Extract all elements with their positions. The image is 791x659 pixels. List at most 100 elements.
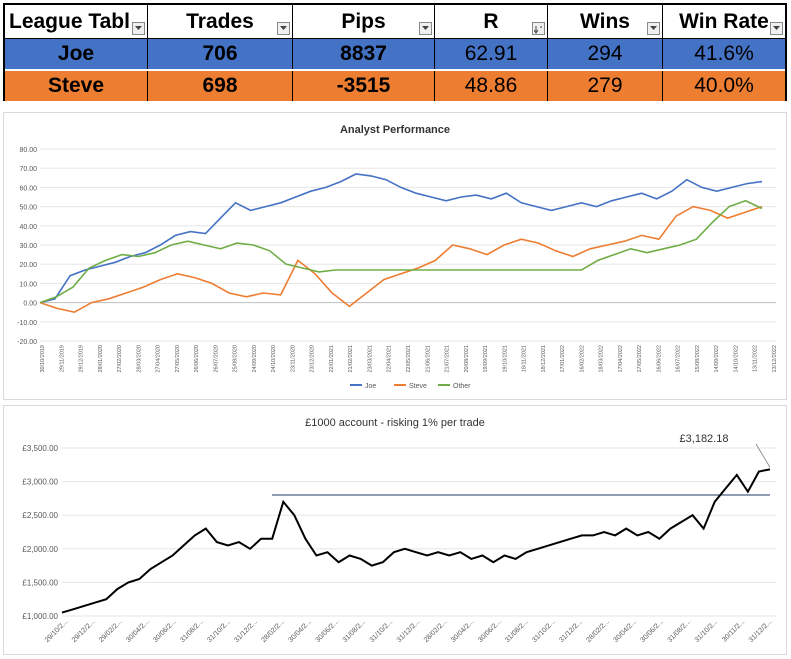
dropdown-arrow-icon[interactable] (277, 22, 290, 35)
x-tick-label: 27/05/2020 (175, 345, 181, 373)
dropdown-arrow-icon[interactable] (770, 22, 783, 35)
x-tick-label: 22/04/2021 (387, 345, 393, 373)
x-tick-label: 13/12/2022 (772, 345, 778, 373)
x-tick-label: 18/12/2021 (541, 345, 547, 373)
header-label: Trades (186, 9, 254, 33)
header-trades[interactable]: Trades (148, 5, 293, 38)
sort-desc-icon[interactable] (532, 22, 545, 35)
header-label: Pips (341, 9, 386, 33)
y-tick-label: £3,500.00 (22, 444, 58, 453)
cell-pips[interactable]: -3515 (293, 71, 435, 101)
cell-r[interactable]: 48.86 (435, 71, 548, 101)
x-tick-label: 28/02/2... (260, 618, 286, 644)
dropdown-arrow-icon[interactable] (647, 22, 660, 35)
x-tick-label: 28/01/2020 (98, 345, 104, 373)
dropdown-arrow-icon[interactable] (132, 22, 145, 35)
x-tick-label: 31/10/2... (694, 618, 720, 644)
league-header-row: League Tabl Trades Pips R Wins Win Rate (5, 5, 785, 39)
y-tick-label: 0.00 (23, 301, 37, 308)
x-tick-label: 29/12/2... (71, 618, 97, 644)
x-tick-label: 30/04/2... (450, 618, 476, 644)
x-tick-label: 16/02/2022 (579, 345, 585, 373)
y-tick-label: -20.00 (17, 339, 37, 346)
x-tick-label: 25/08/2020 (233, 345, 239, 373)
y-tick-label: 10.00 (19, 281, 37, 288)
x-tick-label: 31/12/2... (558, 618, 584, 644)
header-league-table[interactable]: League Tabl (5, 5, 148, 38)
cell-name[interactable]: Joe (5, 39, 148, 69)
x-tick-label: 26/06/2020 (194, 345, 200, 373)
x-tick-label: 30/06/2... (640, 618, 666, 644)
y-tick-label: -10.00 (17, 320, 37, 327)
x-tick-label: 30/06/2... (477, 618, 503, 644)
header-wins[interactable]: Wins (548, 5, 663, 38)
header-win-rate[interactable]: Win Rate (663, 5, 785, 38)
y-tick-label: £1,500.00 (22, 578, 58, 587)
x-tick-label: 23/11/2020 (290, 345, 296, 372)
x-tick-label: 18/03/2022 (599, 345, 605, 373)
y-tick-label: 30.00 (19, 243, 37, 250)
x-tick-label: 13/11/2022 (753, 345, 759, 372)
x-tick-label: 28/03/2020 (136, 345, 142, 373)
account-balance-line (61, 468, 771, 614)
cell-win-rate[interactable]: 41.6% (694, 42, 754, 65)
cell-win-rate[interactable]: 40.0% (694, 74, 754, 97)
series-line-joe (39, 173, 763, 304)
header-r[interactable]: R (435, 5, 548, 38)
cell-trades[interactable]: 706 (148, 39, 293, 69)
x-tick-label: 14/09/2022 (714, 345, 720, 373)
x-tick-label: 19/10/2021 (502, 345, 508, 373)
x-tick-label: 30/10/2019 (40, 345, 46, 373)
header-pips[interactable]: Pips (293, 5, 435, 38)
x-tick-label: 15/08/2022 (695, 345, 701, 373)
x-tick-label: 31/10/2... (206, 618, 232, 644)
x-tick-label: 31/08/2... (504, 618, 530, 644)
x-tick-label: 31/12/2... (233, 618, 259, 644)
x-tick-label: 31/08/2... (179, 618, 205, 644)
series-line-steve (39, 205, 763, 314)
annotation-label: £3,182.18 (680, 433, 729, 445)
x-tick-label: 21/07/2021 (445, 345, 451, 373)
league-row-steve[interactable]: Steve 698 -3515 48.86 279 40.0% (5, 71, 785, 101)
cell-name[interactable]: Steve (5, 71, 148, 101)
x-tick-label: 27/02/2020 (117, 345, 123, 373)
header-label: Win Rate (679, 9, 769, 33)
y-tick-label: 40.00 (19, 224, 37, 231)
x-tick-label: 31/12/2... (396, 618, 422, 644)
series-line-other (39, 199, 763, 304)
cell-wins[interactable]: 279 (548, 71, 663, 101)
x-tick-label: 24/09/2020 (252, 345, 258, 373)
x-tick-label: 14/10/2022 (733, 345, 739, 373)
y-tick-label: £2,000.00 (22, 545, 58, 554)
x-tick-label: 30/11/2... (721, 618, 746, 643)
x-tick-label: 29/02/2... (98, 618, 124, 644)
chart-title: £1000 account - risking 1% per trade (305, 417, 485, 429)
chart-title: Analyst Performance (340, 124, 450, 136)
y-tick-label: £3,000.00 (22, 478, 58, 487)
cell-r[interactable]: 62.91 (435, 39, 548, 69)
analyst-performance-chart[interactable]: Analyst Performance 80.00 70.00 60.00 50.00 4… (3, 112, 787, 400)
x-tick-label: 30/06/2... (152, 618, 178, 644)
cell-wins[interactable]: 294 (548, 39, 663, 69)
legend-label: Other (453, 383, 471, 390)
account-growth-chart[interactable]: £1000 account - risking 1% per trade £3,5… (3, 405, 787, 655)
x-tick-label: 29/11/2019 (59, 345, 65, 372)
x-tick-label: 22/01/2021 (329, 345, 335, 373)
league-row-joe[interactable]: Joe 706 8837 62.91 294 41.6% (5, 39, 785, 69)
x-tick-label: 31/12/2... (748, 618, 774, 644)
x-tick-label: 30/04/2... (288, 618, 314, 644)
y-tick-label: £2,500.00 (22, 511, 58, 520)
cell-trades[interactable]: 698 (148, 71, 293, 101)
cell-pips[interactable]: 8837 (293, 39, 435, 69)
analyst-performance-plot: Analyst Performance 80.00 70.00 60.00 50.00 4… (17, 124, 778, 390)
x-tick-label: 31/10/2... (531, 618, 557, 644)
x-tick-label: 27/04/2020 (156, 345, 162, 373)
x-tick-label: 22/05/2021 (406, 345, 412, 373)
x-tick-label: 30/04/2... (612, 618, 638, 644)
y-tick-label: 50.00 (19, 205, 37, 212)
x-tick-label: 21/02/2021 (348, 345, 354, 373)
annotation-leader (755, 443, 771, 468)
x-tick-label: 19/09/2021 (483, 345, 489, 373)
dropdown-arrow-icon[interactable] (419, 22, 432, 35)
x-tick-label: 29/10/2... (44, 618, 70, 644)
